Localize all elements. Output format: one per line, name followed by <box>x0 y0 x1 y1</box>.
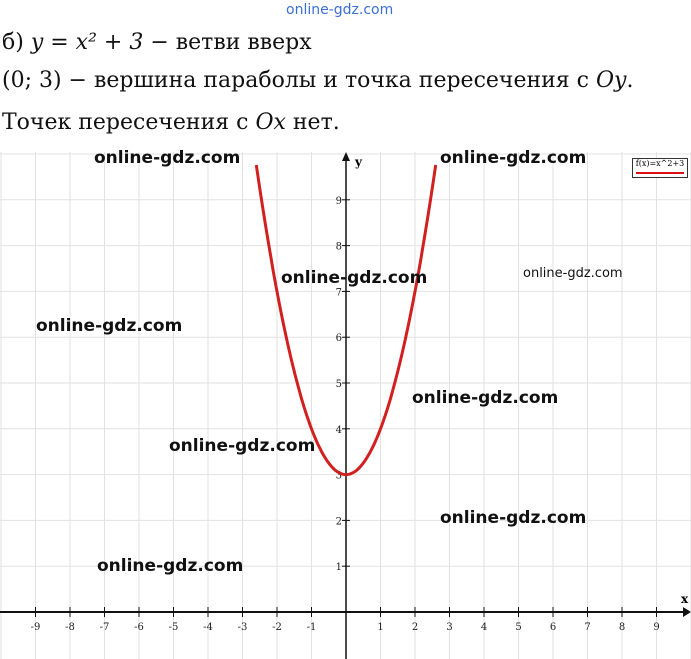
watermark: online-gdz.com <box>440 508 587 528</box>
y-tick-label: 7 <box>336 287 342 298</box>
watermark: online-gdz.com <box>281 268 428 288</box>
x-tick-label: 4 <box>481 622 487 633</box>
watermark: online-gdz.com <box>169 436 316 456</box>
y-tick-label: 2 <box>336 516 342 527</box>
legend-swatch <box>636 172 684 174</box>
text-line-3: Точек пересечения с Ox нет. <box>2 110 340 135</box>
x-tick-label: 5 <box>515 622 521 633</box>
x-tick-label: -4 <box>203 622 213 633</box>
text: (0; 3) − вершина параболы и точка пересе… <box>2 68 596 93</box>
text: − ветви вверх <box>143 30 312 55</box>
watermark: online-gdz.com <box>440 148 587 168</box>
watermark: online-gdz.com <box>97 556 244 576</box>
y-tick-label: 4 <box>336 425 342 436</box>
x-axis-label: x <box>681 592 689 606</box>
x-tick-label: 6 <box>550 622 556 633</box>
item-label: б) <box>2 30 31 55</box>
x-tick-label: -9 <box>31 622 41 633</box>
watermark: online-gdz.com <box>94 148 241 168</box>
text: . <box>626 68 634 93</box>
x-tick-label: 3 <box>446 622 452 633</box>
x-tick-label: -3 <box>238 622 248 633</box>
x-tick-label: 1 <box>377 622 383 633</box>
x-tick-label: 8 <box>619 622 625 633</box>
x-tick-label: -5 <box>169 622 179 633</box>
y-tick-label: 5 <box>336 379 342 390</box>
x-tick-label: -2 <box>272 622 282 633</box>
y-tick-label: 6 <box>336 333 342 344</box>
text: Точек пересечения с <box>2 110 256 135</box>
text: нет. <box>285 110 340 135</box>
y-axis-arrow <box>342 152 350 161</box>
x-tick-label: -1 <box>307 622 317 633</box>
x-tick-label: -7 <box>100 622 110 633</box>
equation: y = x² + 3 <box>30 30 144 55</box>
x-tick-label: 7 <box>584 622 590 633</box>
x-tick-label: -8 <box>65 622 75 633</box>
y-tick-label: 1 <box>336 562 342 573</box>
axis-name: Oy <box>596 68 627 93</box>
legend: f(x)=x^2+3 <box>632 158 688 178</box>
legend-label: f(x)=x^2+3 <box>635 159 685 168</box>
x-axis-arrow <box>683 607 691 617</box>
y-axis-label: y <box>354 155 363 169</box>
watermark: online-gdz.com <box>412 388 559 408</box>
x-tick-label: 9 <box>653 622 659 633</box>
parabola-curve <box>254 164 438 477</box>
axis-name: Ox <box>255 110 286 135</box>
y-tick-label: 8 <box>336 242 342 253</box>
y-tick-label: 9 <box>336 196 342 207</box>
text-line-2: (0; 3) − вершина параболы и точка пересе… <box>2 68 633 93</box>
watermark: online-gdz.com <box>523 266 623 281</box>
y-tick-label: 3 <box>336 471 342 482</box>
watermark-top: online-gdz.com <box>286 2 394 18</box>
watermark: online-gdz.com <box>36 316 183 336</box>
x-tick-label: 2 <box>412 622 418 633</box>
text-line-1: б) y = x² + 3 − ветви вверх <box>2 30 312 55</box>
x-tick-label: -6 <box>134 622 144 633</box>
